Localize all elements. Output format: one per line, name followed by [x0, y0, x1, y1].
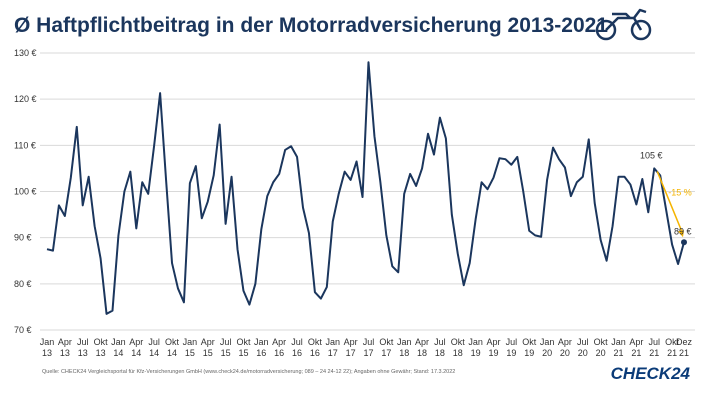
x-tick-label: Jan 19	[468, 337, 483, 358]
x-tick-label: Jul 19	[506, 337, 518, 358]
x-tick-label: Jul 14	[148, 337, 160, 358]
trend-arrow	[656, 171, 684, 235]
y-tick-label: 70 €	[14, 325, 32, 335]
x-tick-label: Jul 21	[648, 337, 660, 358]
logo: CHECK24	[611, 364, 691, 383]
x-tick-label: Jan 17	[325, 337, 340, 358]
x-tick-label: Okt 15	[236, 337, 251, 358]
x-tick-label: Jan 20	[540, 337, 555, 358]
source: Quelle: CHECK24 Vergleichsportal für Kfz…	[42, 369, 455, 375]
annotation: -15 %	[668, 187, 692, 197]
x-tick-label: Apr 15	[201, 337, 215, 358]
x-tick-label: Okt 21	[665, 337, 680, 358]
y-tick-label: 130 €	[14, 48, 37, 58]
x-tick-label: Okt 14	[165, 337, 180, 358]
x-tick-label: Jul 20	[577, 337, 589, 358]
x-tick-label: Dez 21	[676, 337, 693, 358]
annotation: 89 €	[674, 226, 692, 236]
x-tick-label: Jul 15	[220, 337, 232, 358]
x-tick-label: Jan 15	[183, 337, 198, 358]
y-tick-label: 90 €	[14, 233, 32, 243]
x-tick-label: Okt 20	[594, 337, 609, 358]
x-tick-label: Jul 18	[434, 337, 446, 358]
x-tick-label: Okt 18	[451, 337, 466, 358]
line	[46, 61, 685, 315]
x-tick-label: Okt 17	[379, 337, 394, 358]
x-tick-label: Apr 13	[58, 337, 72, 358]
x-tick-label: Apr 16	[272, 337, 286, 358]
x-tick-label: Apr 14	[129, 337, 143, 358]
x-tick-label: Jan 18	[397, 337, 412, 358]
x-tick-label: Okt 16	[308, 337, 323, 358]
x-tick-label: Jan 13	[40, 337, 55, 358]
x-tick-label: Apr 17	[344, 337, 358, 358]
x-tick-label: Jul 16	[291, 337, 303, 358]
x-tick-label: Okt 13	[94, 337, 109, 358]
chart-title: Ø Haftpflichtbeitrag in der Motorradvers…	[14, 14, 608, 37]
end-point	[681, 239, 687, 246]
x-tick-label: Apr 20	[558, 337, 572, 358]
y-tick-label: 120 €	[14, 94, 37, 104]
y-tick-label: 110 €	[14, 140, 36, 150]
annotation: 105 €	[640, 150, 663, 160]
arrow-head	[678, 230, 684, 238]
y-tick-label: 100 €	[14, 187, 37, 197]
x-tick-label: Jan 16	[254, 337, 269, 358]
x-tick-label: Jan 14	[111, 337, 126, 358]
x-tick-label: Jul 17	[363, 337, 375, 358]
x-tick-label: Apr 18	[415, 337, 429, 358]
x-tick-label: Apr 21	[629, 337, 643, 358]
y-tick-label: 80 €	[14, 279, 32, 289]
x-tick-label: Jul 13	[77, 337, 89, 358]
motorcycle-icon	[595, 8, 652, 41]
x-tick-label: Okt 19	[522, 337, 537, 358]
x-tick-label: Jan 21	[611, 337, 626, 358]
x-tick-label: Apr 19	[486, 337, 500, 358]
